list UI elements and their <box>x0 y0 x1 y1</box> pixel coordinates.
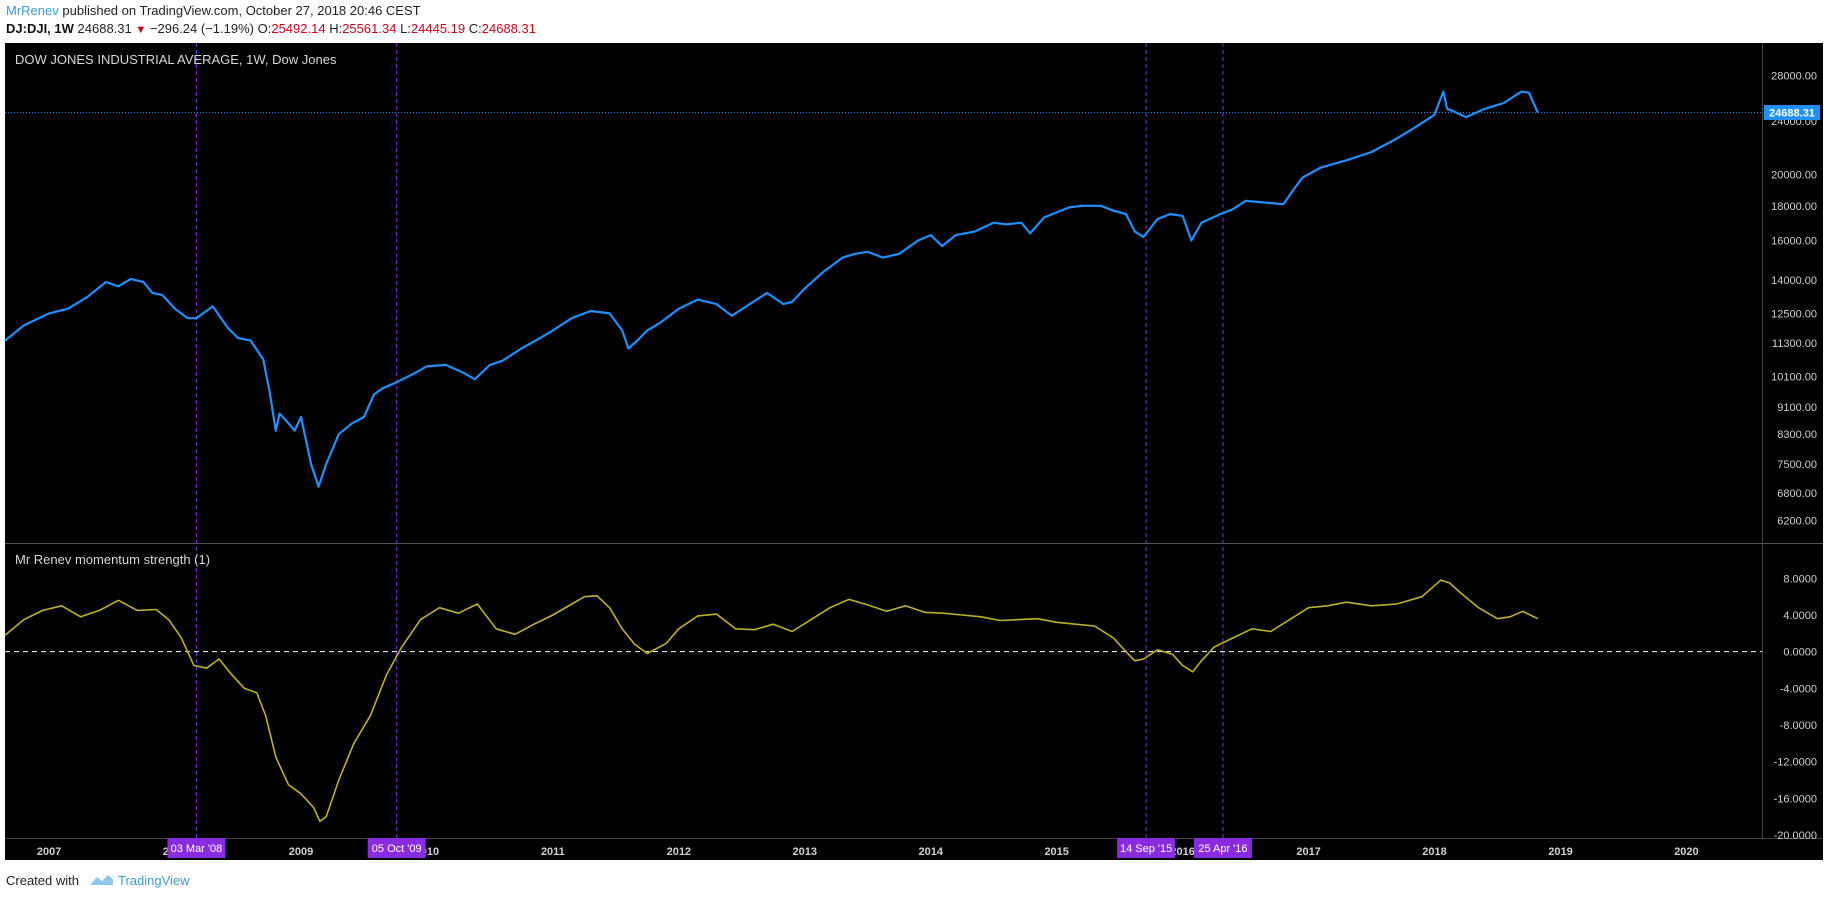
last-value-box <box>1764 105 1820 121</box>
marker-label-box <box>1117 838 1176 858</box>
momentum-tick-label: 0.0000 <box>1783 647 1817 659</box>
high-label: H: <box>329 21 343 36</box>
last-price: 24688.31 <box>77 21 132 36</box>
year-tick-label: 2017 <box>1296 846 1320 858</box>
price-tick-label: 20000.00 <box>1771 170 1817 182</box>
price-tick-label: 11300.00 <box>1772 338 1817 350</box>
price-line[interactable] <box>4 90 1539 488</box>
momentum-series-layer[interactable] <box>4 579 1539 823</box>
tradingview-logo-icon <box>90 875 113 885</box>
price-tick-label: 18000.00 <box>1771 201 1817 213</box>
chart-canvas[interactable]: 28000.0024000.0020000.0018000.0016000.00… <box>0 0 1828 860</box>
last-value-label: 24688.31 <box>1769 108 1815 120</box>
close-label: C: <box>468 21 482 36</box>
year-tick-label: 2012 <box>667 846 691 858</box>
price-tick-label: 28000.00 <box>1771 70 1817 82</box>
down-triangle-icon: ▼ <box>135 24 147 36</box>
momentum-line[interactable] <box>4 579 1539 823</box>
low-value: 24445.19 <box>410 21 466 36</box>
open-label: O: <box>257 21 272 36</box>
year-tick-label: 2019 <box>1548 846 1572 858</box>
price-tick-label: 7500.00 <box>1777 459 1817 471</box>
price-tick-label: 9100.00 <box>1777 402 1817 414</box>
momentum-pane-title: Mr Renev momentum strength (1) <box>15 552 210 567</box>
last-value-layer: 24688.31 <box>5 105 1820 121</box>
marker-label-box <box>367 838 426 858</box>
marker-label: 03 Mar '08 <box>171 843 223 855</box>
price-axis-ticks[interactable]: 28000.0024000.0020000.0018000.0016000.00… <box>1771 70 1817 527</box>
marker-labels: 03 Mar '08 05 Oct '09 14 Sep '15 25 Apr '16 <box>167 838 1252 858</box>
publish-info: published on TradingView.com, October 27… <box>62 3 421 18</box>
year-tick-label: 2013 <box>793 846 817 858</box>
price-tick-label: 12500.00 <box>1771 308 1817 320</box>
year-tick-label: 2018 <box>1422 846 1446 858</box>
momentum-tick-label: -12.0000 <box>1774 757 1817 769</box>
price-series-layer[interactable] <box>4 90 1539 488</box>
marker-label: 05 Oct '09 <box>372 843 422 855</box>
high-value: 25561.34 <box>342 21 397 36</box>
low-label: L: <box>400 21 411 36</box>
created-with-label: Created with <box>6 873 79 888</box>
price-tick-label: 8300.00 <box>1777 429 1817 441</box>
price-tick-label: 16000.00 <box>1771 236 1817 248</box>
year-tick-label: 2015 <box>1044 846 1068 858</box>
year-tick-label: 2016 <box>1170 846 1194 858</box>
chart-background <box>5 43 1823 860</box>
momentum-tick-label: -4.0000 <box>1780 683 1817 695</box>
year-tick-label: 2009 <box>289 846 313 858</box>
marker-label: 14 Sep '15 <box>1120 843 1172 855</box>
publish-line: MrRenev published on TradingView.com, Oc… <box>6 3 421 18</box>
price-change: −296.24 (−1.19%) <box>149 21 254 36</box>
close-value: 24688.31 <box>481 21 536 36</box>
momentum-tick-label: -8.0000 <box>1780 720 1817 732</box>
momentum-tick-label: 8.0000 <box>1783 573 1817 585</box>
price-tick-label: 6200.00 <box>1777 515 1817 527</box>
price-tick-label: 10100.00 <box>1771 371 1817 383</box>
momentum-tick-label: 4.0000 <box>1783 610 1817 622</box>
marker-label: 25 Apr '16 <box>1198 843 1247 855</box>
momentum-tick-label: -20.0000 <box>1774 830 1817 842</box>
open-value: 25492.14 <box>271 21 326 36</box>
author-link[interactable]: MrRenev <box>6 3 59 18</box>
price-tick-label: 14000.00 <box>1771 275 1817 287</box>
tradingview-link[interactable]: TradingView <box>118 873 190 888</box>
marker-label-box <box>1193 838 1252 858</box>
footer: Created with TradingView <box>6 873 190 888</box>
ohlc-line: DJ:DJI, 1W 24688.31 ▼ −296.24 (−1.19%) O… <box>6 21 536 36</box>
year-tick-label: 2014 <box>918 846 943 858</box>
price-pane-title: DOW JONES INDUSTRIAL AVERAGE, 1W, Dow Jo… <box>15 52 337 67</box>
price-tick-label: 6800.00 <box>1777 488 1817 500</box>
momentum-tick-label: -16.0000 <box>1774 793 1817 805</box>
momentum-axis-ticks[interactable]: 8.0000 4.0000 0.0000 -4.0000 -8.0000 -12.0000… <box>1774 573 1817 842</box>
marker-label-box <box>167 838 226 858</box>
symbol: DJ:DJI, 1W <box>6 21 74 36</box>
year-tick-label: 2020 <box>1674 846 1698 858</box>
year-tick-label: 2011 <box>541 846 565 858</box>
year-tick-label: 2007 <box>37 846 61 858</box>
